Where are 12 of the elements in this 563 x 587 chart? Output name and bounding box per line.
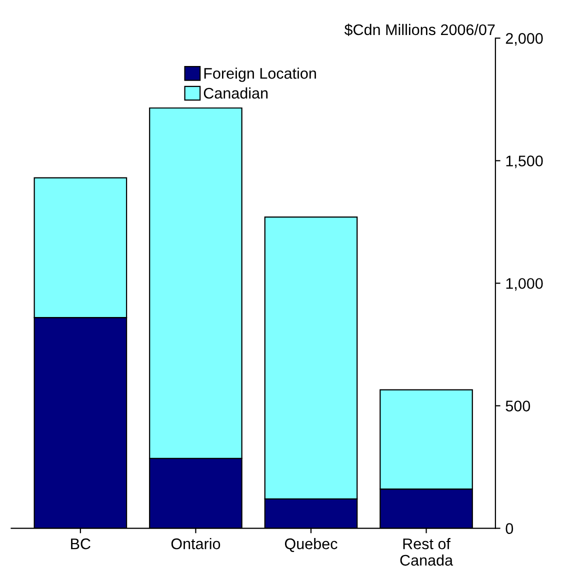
y-tick-label: 1,500 (506, 156, 543, 168)
x-tick-label: Quebec (284, 538, 338, 552)
legend-label: Foreign Location (204, 68, 316, 82)
x-tick-label: Ontario (171, 538, 220, 550)
y-tick-label: 1,000 (506, 278, 543, 291)
y-tick-label: 500 (506, 400, 530, 412)
legend-label: Canadian (204, 87, 268, 99)
y-tick-label: 0 (506, 523, 514, 534)
x-tick-label: Rest of Canada (400, 538, 454, 566)
y-axis-title: $Cdn Millions 2006/07 (344, 24, 495, 36)
x-tick-label: BC (71, 538, 90, 550)
y-tick-label: 2,000 (506, 33, 543, 46)
